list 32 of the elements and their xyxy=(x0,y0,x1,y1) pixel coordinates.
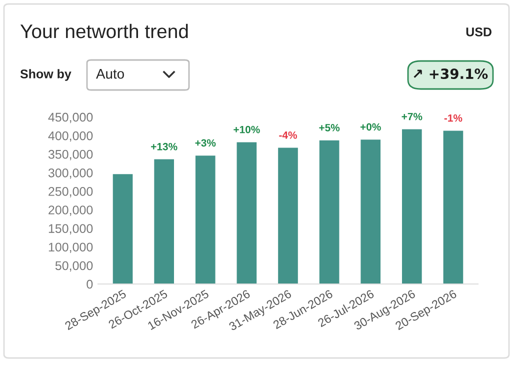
annotation: +3% xyxy=(195,139,216,147)
bar xyxy=(195,156,216,284)
annotation: -1% xyxy=(444,114,462,122)
y-tick-label: 250,000 xyxy=(48,187,93,198)
y-tick-label: 200,000 xyxy=(48,206,93,216)
y-tick-label: 400,000 xyxy=(48,131,93,142)
y-tick-label: 150,000 xyxy=(48,224,93,234)
annotation: +5% xyxy=(319,124,340,132)
y-tick-label: 350,000 xyxy=(48,150,93,160)
annotation: +13% xyxy=(151,142,178,150)
y-tick-label: 100,000 xyxy=(48,242,93,254)
bar xyxy=(154,159,174,284)
annotation: +7% xyxy=(402,112,422,120)
bar xyxy=(402,129,422,284)
annotation: +10% xyxy=(234,126,260,134)
y-tick-label: 450,000 xyxy=(48,112,93,124)
text: Show by xyxy=(20,69,72,81)
chart-title: Your networth trend xyxy=(20,24,188,38)
bar xyxy=(278,148,298,284)
bar xyxy=(236,142,257,284)
annotation: +0% xyxy=(360,123,381,131)
y-tick-label: 50,000 xyxy=(55,261,93,272)
text: ↗ +39.1% xyxy=(414,68,488,80)
text: USD xyxy=(466,28,492,36)
annotation: -4% xyxy=(279,131,297,139)
bar xyxy=(360,140,381,284)
y-tick-label: 300,000 xyxy=(48,168,93,179)
y-tick-label: 0 xyxy=(86,280,93,289)
bar xyxy=(443,130,464,284)
text: Auto xyxy=(96,69,124,79)
bar xyxy=(319,140,340,284)
bar xyxy=(112,174,133,284)
